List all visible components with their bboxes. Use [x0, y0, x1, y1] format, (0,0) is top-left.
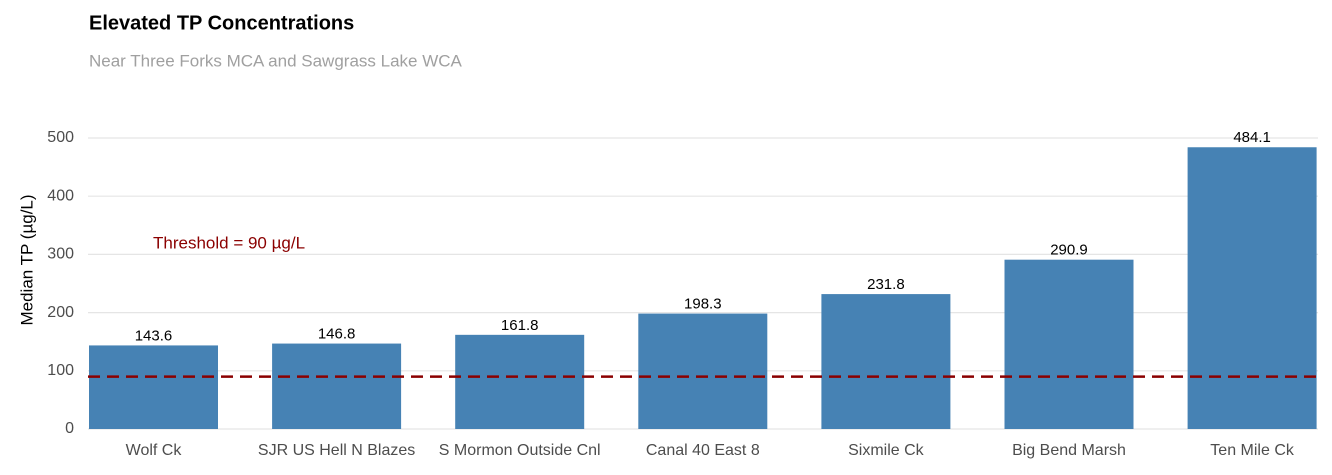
- y-tick-label: 100: [47, 362, 74, 379]
- bar: [455, 334, 585, 429]
- value-label: 484.1: [1233, 129, 1271, 146]
- x-tick-label: SJR US Hell N Blazes: [258, 442, 415, 459]
- bar: [272, 343, 402, 429]
- value-label: 143.6: [135, 327, 173, 344]
- y-tick-label: 500: [47, 129, 74, 146]
- value-label: 290.9: [1050, 242, 1088, 259]
- value-label: 231.8: [867, 276, 905, 293]
- value-label: 161.8: [501, 317, 539, 334]
- x-tick-label: Big Bend Marsh: [1012, 442, 1126, 459]
- bar: [89, 345, 218, 429]
- y-tick-label: 200: [47, 304, 74, 321]
- x-tick-label: Canal 40 East 8: [646, 442, 760, 459]
- bar: [821, 294, 951, 429]
- chart-title: Elevated TP Concentrations: [89, 12, 354, 34]
- x-tick-label: S Mormon Outside Cnl: [439, 442, 601, 459]
- threshold-annotation: Threshold = 90 µg/L: [153, 233, 305, 252]
- bar: [1187, 147, 1317, 430]
- x-tick-label: Wolf Ck: [126, 442, 183, 459]
- y-tick-label: 400: [47, 187, 74, 204]
- bar: [1004, 259, 1134, 429]
- y-axis-label: Median TP (µg/L): [17, 194, 36, 325]
- y-tick-label: 0: [65, 420, 74, 437]
- value-label: 198.3: [684, 296, 722, 313]
- chart-subtitle: Near Three Forks MCA and Sawgrass Lake W…: [89, 51, 463, 70]
- y-tick-label: 300: [47, 246, 74, 263]
- x-tick-label: Ten Mile Ck: [1210, 442, 1295, 459]
- x-tick-label: Sixmile Ck: [848, 442, 925, 459]
- value-label: 146.8: [318, 326, 356, 343]
- bar: [638, 313, 768, 429]
